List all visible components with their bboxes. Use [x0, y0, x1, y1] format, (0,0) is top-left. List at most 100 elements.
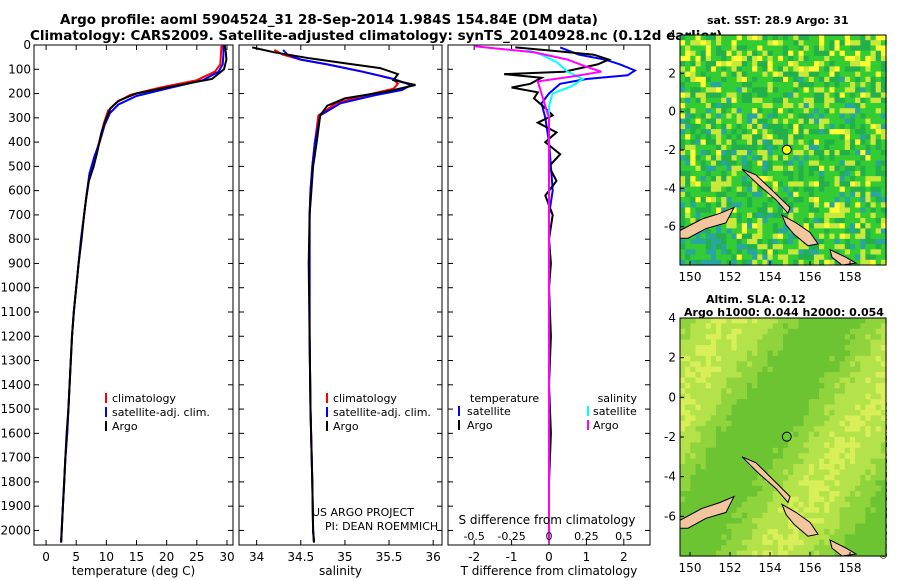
legend-label: satellite-adj. clim.	[333, 406, 431, 419]
salinity-xtick-label: 36	[426, 550, 441, 564]
legend-title-salinity: salinity	[598, 392, 638, 405]
sst-map-ytick-label: 4	[668, 28, 676, 42]
difference-series-argo	[474, 45, 602, 543]
depth-tick-label: 900	[8, 256, 31, 270]
difference-series-satellite	[526, 48, 585, 543]
depth-tick-label: 800	[8, 232, 31, 246]
sla-map-ytick-label: -2	[664, 430, 676, 444]
secondary-xlabel: S difference from climatology	[459, 513, 636, 527]
legend-label: Argo	[593, 419, 619, 432]
temperature-xtick-label: 25	[189, 550, 204, 564]
depth-tick-label: 1400	[0, 378, 31, 392]
depth-tick-label: 1100	[0, 305, 31, 319]
salinity-xtick-label: 35.5	[376, 550, 403, 564]
depth-tick-label: 1700	[0, 451, 31, 465]
temperature-xtick-label: 20	[159, 550, 174, 564]
secondary-xtick-label: -0.5	[463, 530, 484, 543]
sst-map-land	[679, 206, 736, 239]
sst-map-title: sat. SST: 28.9 Argo: 31	[707, 14, 849, 27]
difference-series-satellite	[540, 46, 638, 543]
salinity-xlabel: salinity	[319, 564, 362, 578]
salinity-series-satelliteadjclim	[282, 49, 414, 543]
sla-map-xtick-label: 158	[839, 561, 862, 575]
sla-map-land	[741, 456, 791, 504]
temperature-xlabel: temperature (deg C)	[72, 564, 195, 578]
sla-map-ytick-label: 4	[668, 311, 676, 325]
sla-map-xtick-label: 156	[799, 561, 822, 575]
legend-label: satellite	[593, 405, 637, 418]
salinity-xtick-label: 35	[337, 550, 352, 564]
sst-map-land	[741, 168, 791, 215]
depth-tick-label: 600	[8, 184, 31, 198]
credit-line1: US ARGO PROJECT	[312, 506, 414, 519]
legend-label: satellite	[467, 405, 511, 418]
temperature-xtick-label: 10	[99, 550, 114, 564]
temperature-plot-frame	[33, 44, 234, 546]
temperature-series-argo	[60, 44, 228, 543]
sst-map-ytick-label: -6	[664, 220, 676, 234]
depth-tick-label: 500	[8, 159, 31, 173]
legend-label: climatology	[112, 392, 176, 405]
sst-map-ytick-label: -2	[664, 143, 676, 157]
temperature-xtick-label: 15	[129, 550, 144, 564]
sst-map-ytick-label: 2	[668, 66, 676, 80]
sla-map-float-marker	[781, 431, 792, 442]
depth-tick-label: 2000	[0, 523, 31, 537]
sst-map-float-marker	[781, 144, 792, 155]
difference-xtick-label: -1	[506, 550, 518, 564]
secondary-xtick-label: -0.25	[497, 530, 525, 543]
legend-label: Argo	[112, 420, 138, 433]
legend-label: satellite-adj. clim.	[112, 406, 210, 419]
salinity-series-climatology	[273, 49, 400, 543]
salinity-series-argo	[251, 46, 416, 543]
difference-xtick-label: 2	[620, 550, 628, 564]
sla-map-subtitle: Argo h1000: 0.044 h2000: 0.054	[684, 306, 884, 319]
sst-map-xtick-label: 150	[679, 270, 702, 284]
depth-tick-label: 400	[8, 135, 31, 149]
temperature-xtick-label: 30	[219, 550, 234, 564]
difference-xtick-label: 0	[545, 550, 553, 564]
sst-map-xtick-label: 156	[799, 270, 822, 284]
sla-map-title: Altim. SLA: 0.12	[706, 293, 806, 306]
depth-tick-label: 1800	[0, 475, 31, 489]
difference-series-argo	[504, 46, 612, 543]
difference-xtick-label: 1	[583, 550, 591, 564]
credit-line2: PI: DEAN ROEMMICH	[325, 520, 438, 533]
sla-map-ytick-label: -6	[664, 509, 676, 523]
sla-map-xtick-label: 150	[679, 561, 702, 575]
temperature-series-satelliteadjclim	[60, 45, 225, 543]
secondary-xtick-label: 0.5	[615, 530, 633, 543]
sla-map-xtick-label: 154	[759, 561, 782, 575]
depth-tick-label: 1000	[0, 281, 31, 295]
depth-tick-label: 0	[23, 38, 31, 52]
depth-tick-label: 700	[8, 208, 31, 222]
temperature-series-climatology	[60, 44, 223, 543]
salinity-xtick-label: 34	[249, 550, 264, 564]
depth-tick-label: 1600	[0, 426, 31, 440]
difference-xlabel: T difference from climatology	[460, 564, 638, 578]
temperature-xtick-label: 5	[72, 550, 80, 564]
depth-tick-label: 1200	[0, 329, 31, 343]
legend-title-temperature: temperature	[470, 392, 539, 405]
sla-map-field	[680, 318, 887, 557]
sst-map-xtick-label: 154	[759, 270, 782, 284]
sla-map-ytick-label: 2	[668, 351, 676, 365]
sla-map-xtick-label: 152	[719, 561, 742, 575]
figure-title-line1: Argo profile: aoml 5904524_31 28-Sep-201…	[60, 12, 598, 28]
legend-label: Argo	[467, 419, 493, 432]
sla-map-ytick-label: -4	[664, 470, 676, 484]
sst-map-xtick-label: 158	[839, 270, 862, 284]
depth-tick-label: 300	[8, 111, 31, 125]
sst-map-ytick-label: 0	[668, 105, 676, 119]
depth-tick-label: 200	[8, 87, 31, 101]
sla-map-land	[781, 503, 819, 537]
sst-map-ytick-label: -4	[664, 181, 676, 195]
legend-label: climatology	[333, 392, 397, 405]
figure-title-line2: Climatology: CARS2009. Satellite-adjuste…	[30, 28, 723, 44]
salinity-xtick-label: 34.5	[287, 550, 314, 564]
difference-xtick-label: -2	[468, 550, 480, 564]
legend-label: Argo	[333, 420, 359, 433]
sla-map-land	[679, 495, 736, 529]
temperature-xtick-label: 0	[42, 550, 50, 564]
